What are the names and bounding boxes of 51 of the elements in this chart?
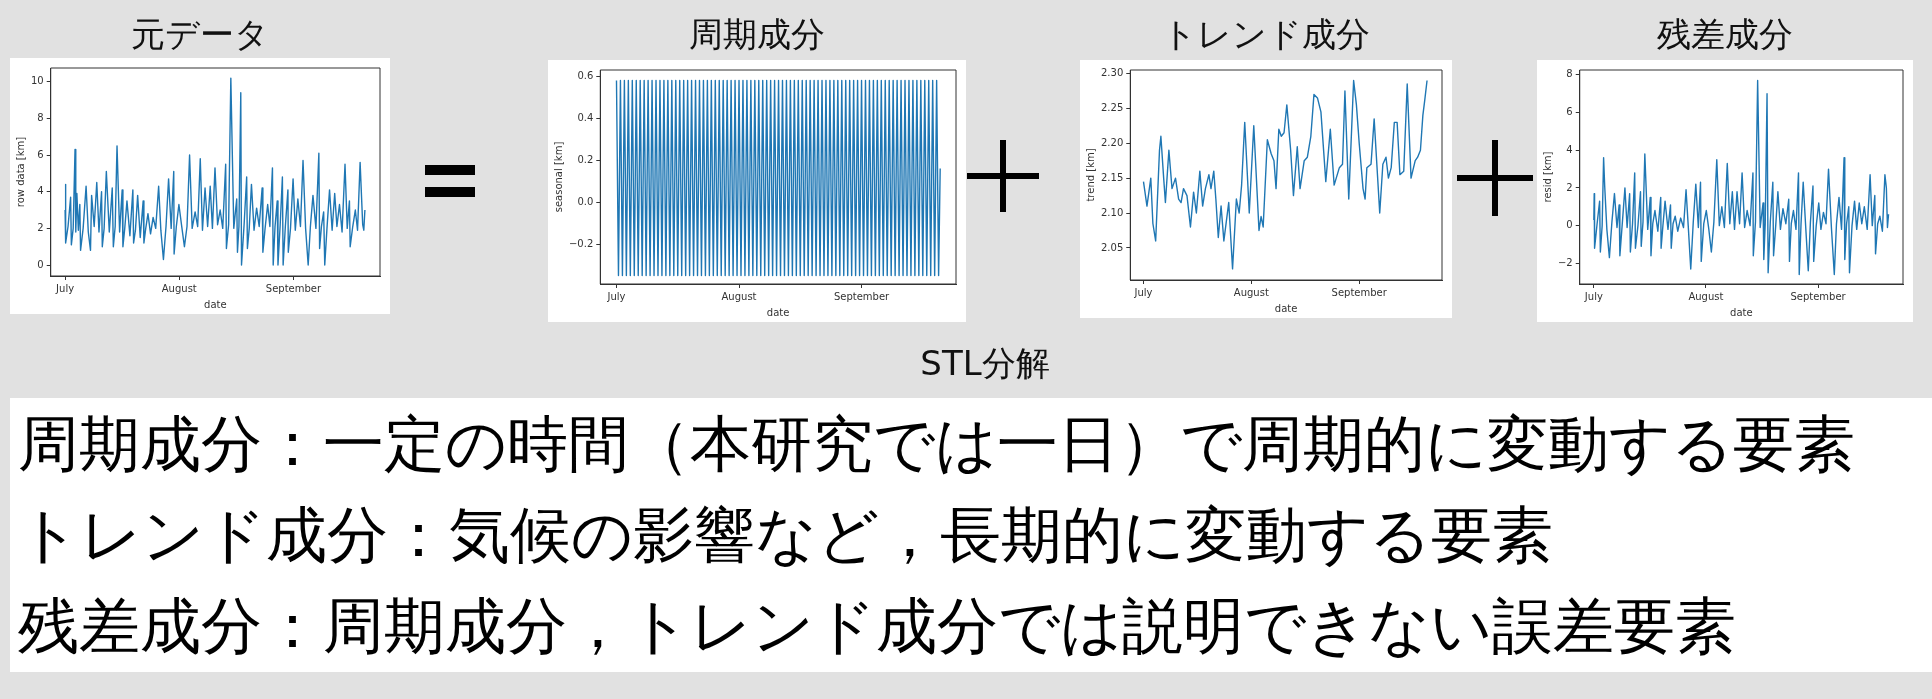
x-axis-title: date [766, 306, 790, 318]
y-tick-label: 0 [37, 258, 44, 270]
chart-title: 元データ [130, 14, 270, 54]
x-tick-label: September [833, 290, 891, 302]
y-tick-label: 2 [37, 221, 44, 233]
y-axis-title: seasonal [km] [552, 141, 564, 213]
y-tick-label: 6 [1566, 106, 1573, 118]
y-tick-label: 8 [37, 111, 44, 123]
text: STL分解 [919, 343, 1051, 383]
y-tick-label: −2 [1557, 256, 1573, 268]
x-tick-label: September [1790, 290, 1847, 302]
y-tick-label: 4 [1566, 143, 1573, 155]
y-tick-label: 4 [37, 185, 44, 197]
x-axis-title: date [1274, 302, 1298, 314]
x-tick-label: September [265, 282, 322, 294]
y-tick-label: 8 [1566, 68, 1573, 80]
y-axis-title: resid [km] [1541, 151, 1553, 203]
x-tick-label: July [1133, 286, 1153, 298]
x-tick-label: August [1688, 290, 1724, 302]
x-tick-label: July [606, 290, 626, 302]
x-tick-label: September [1331, 286, 1388, 298]
y-tick-label: 0 [1566, 219, 1573, 231]
y-tick-label: 2.15 [1101, 171, 1124, 183]
x-tick-label: July [55, 282, 75, 294]
y-tick-label: 2.25 [1101, 101, 1124, 113]
x-axis-title: date [1730, 306, 1753, 318]
x-tick-label: July [1583, 290, 1603, 302]
text: 残差成分：周期成分，トレンド成分では説明できない誤差要素 [17, 589, 1737, 663]
text: 周期成分：一定の時間（本研究では一日）で周期的に変動する要素 [17, 407, 1856, 481]
chart-title: 周期成分 [688, 14, 826, 54]
y-tick-label: 2.05 [1101, 241, 1124, 253]
y-tick-label: 0.0 [577, 195, 594, 207]
y-tick-label: 0.6 [577, 69, 594, 81]
y-tick-label: 10 [30, 75, 44, 87]
x-tick-label: August [161, 282, 197, 294]
y-tick-label: 6 [37, 148, 44, 160]
y-tick-label: 2.20 [1101, 136, 1124, 148]
y-tick-label: 2.10 [1101, 206, 1124, 218]
chart-title: 残差成分 [1656, 14, 1794, 54]
y-tick-label: 0.4 [577, 111, 594, 123]
x-axis-title: date [204, 298, 227, 310]
y-tick-label: 0.2 [577, 153, 594, 165]
text: トレンド成分：気候の影響など，長期的に変動する要素 [17, 498, 1554, 572]
y-tick-label: −0.2 [568, 237, 594, 249]
y-axis-title: row data [km] [14, 136, 26, 208]
x-tick-label: August [721, 290, 757, 302]
y-tick-label: 2 [1566, 181, 1573, 193]
y-axis-title: trend [km] [1084, 148, 1096, 202]
x-tick-label: August [1233, 286, 1269, 298]
y-tick-label: 2.30 [1101, 67, 1124, 79]
chart-title: トレンド成分 [1161, 14, 1371, 54]
